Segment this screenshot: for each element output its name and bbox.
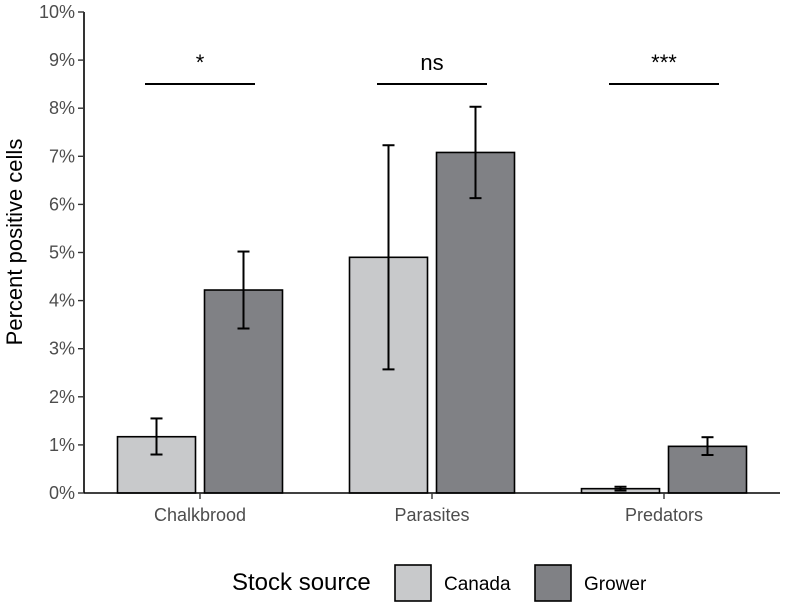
error-bars xyxy=(150,105,714,492)
error-bar-parasites-canada xyxy=(382,144,395,371)
y-tick-label-7: 7% xyxy=(49,146,75,166)
legend-label-grower: Grower xyxy=(584,574,647,595)
bar-parasites-grower xyxy=(435,151,516,494)
legend: Stock source Canada Grower xyxy=(232,564,647,602)
bars xyxy=(116,151,748,494)
y-axis-title: Percent positive cells xyxy=(2,139,27,346)
legend-swatch-canada xyxy=(394,564,432,602)
legend-swatch-grower xyxy=(534,564,572,602)
y-tick-label-0: 0% xyxy=(49,483,75,503)
legend-label-canada: Canada xyxy=(444,574,511,595)
significance-label-chalkbrood: * xyxy=(196,50,205,75)
y-tick-label-3: 3% xyxy=(49,339,75,359)
significance-label-predators: *** xyxy=(651,50,677,75)
y-tick-label-9: 9% xyxy=(49,50,75,70)
y-tick-label-10: 10% xyxy=(39,2,75,22)
x-tick-label-predators: Predators xyxy=(625,505,703,525)
x-tick-label-parasites: Parasites xyxy=(394,505,469,525)
y-tick-label-6: 6% xyxy=(49,194,75,214)
y-tick-label-8: 8% xyxy=(49,98,75,118)
error-bar-chalkbrood-canada xyxy=(150,417,163,456)
legend-title: Stock source xyxy=(232,569,371,596)
error-bar-predators-canada xyxy=(614,485,627,492)
y-tick-label-4: 4% xyxy=(49,291,75,311)
error-bar-chalkbrood-grower xyxy=(237,250,250,330)
y-axis: 0% 1% 2% 3% 4% 5% 6% 7% 8% 9% 10% xyxy=(39,2,85,503)
y-tick-label-5: 5% xyxy=(49,243,75,263)
significance-label-parasites: ns xyxy=(420,50,443,75)
x-axis: Chalkbrood Parasites Predators xyxy=(84,492,780,525)
x-tick-label-chalkbrood: Chalkbrood xyxy=(154,505,246,525)
error-bar-predators-grower xyxy=(701,436,714,457)
y-tick-label-1: 1% xyxy=(49,435,75,455)
error-bar-parasites-grower xyxy=(469,105,482,200)
y-tick-label-2: 2% xyxy=(49,387,75,407)
significance-annotations: * ns *** xyxy=(145,50,719,85)
